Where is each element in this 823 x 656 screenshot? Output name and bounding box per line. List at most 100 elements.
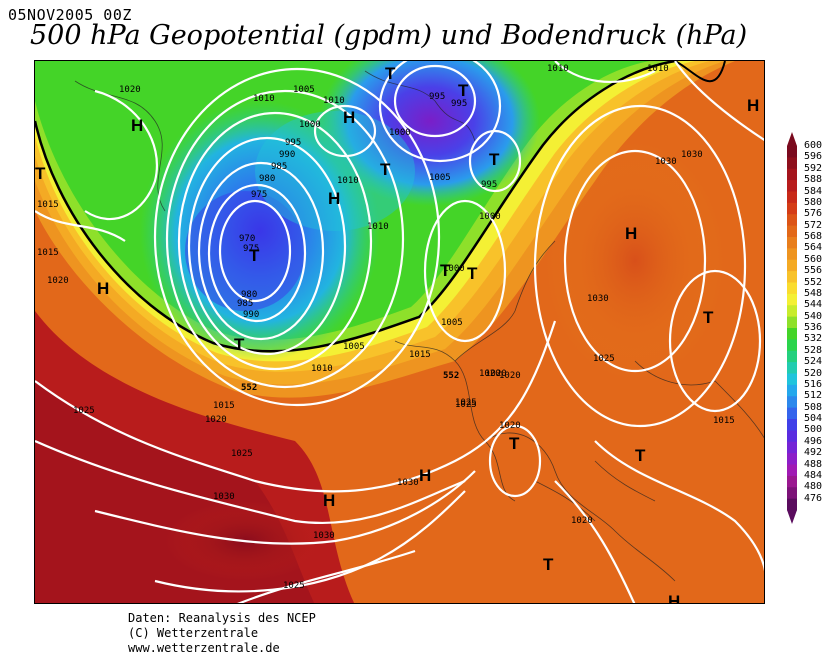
- legend-tick-label: 592: [804, 162, 823, 174]
- isobar-label: 990: [279, 150, 295, 160]
- isobar-label: 1030: [313, 531, 335, 541]
- legend-tick-label: 536: [804, 322, 823, 333]
- low-marker: T: [35, 164, 46, 183]
- legend-swatch: [787, 396, 797, 409]
- isobar-label: 1010: [647, 64, 669, 74]
- low-marker: T: [489, 150, 500, 169]
- isobar-label: 1005: [343, 342, 365, 352]
- legend-swatch: [787, 191, 797, 204]
- legend-tick-label: 556: [804, 265, 823, 277]
- legend-tick-label: 488: [804, 458, 823, 470]
- weather-map: 1020 1010 1010 1005 1010 995 995 1000 10…: [34, 60, 765, 604]
- isobar-label: 1015: [213, 401, 235, 411]
- low-marker: T: [234, 335, 245, 354]
- isobar-label: 985: [271, 162, 287, 172]
- legend-tick-label: 520: [804, 367, 823, 379]
- isobar-label: 980: [241, 290, 257, 300]
- legend-swatch: [787, 146, 797, 158]
- legend-tick-label: 516: [804, 378, 823, 390]
- legend-bottom-arrow: [787, 510, 797, 524]
- high-marker: H: [343, 108, 355, 127]
- legend-tick-label: 560: [804, 253, 823, 265]
- legend-tick-label: 588: [804, 174, 823, 186]
- low-marker: T: [249, 246, 260, 265]
- legend-swatch: [787, 237, 797, 249]
- legend-tick-label: 476: [804, 492, 823, 504]
- legend-swatch: [787, 487, 797, 500]
- legend-tick-label: 580: [804, 196, 823, 208]
- map-canvas: 1020 1010 1010 1005 1010 995 995 1000 10…: [35, 61, 764, 603]
- legend-tick-label: 500: [804, 424, 823, 436]
- isohypse-label: 552: [443, 371, 459, 381]
- low-marker: T: [543, 555, 554, 574]
- isobar-label: 990: [243, 310, 259, 320]
- legend-tick-label: 572: [804, 219, 823, 231]
- legend-swatch: [787, 384, 797, 397]
- legend-swatch: [787, 293, 797, 306]
- legend-swatch: [787, 316, 797, 329]
- isobar-label: 1005: [441, 318, 463, 328]
- isobar-label: 995: [285, 138, 301, 148]
- legend-swatch: [787, 282, 797, 295]
- legend-tick-label: 496: [804, 435, 823, 447]
- legend-tick-label: 548: [804, 287, 823, 299]
- isobar-label: 1030: [655, 157, 677, 167]
- high-marker: H: [328, 189, 340, 208]
- isobar-label: 1015: [713, 416, 735, 426]
- isobar-label: 985: [237, 299, 253, 309]
- legend-tick-label: 564: [804, 242, 823, 254]
- legend-swatch: [787, 373, 797, 386]
- isobar-label: 1025: [73, 406, 95, 416]
- low-marker: T: [458, 81, 469, 100]
- isobar-label: 1020: [571, 516, 593, 526]
- legend-swatch: [787, 339, 797, 352]
- high-marker: H: [323, 491, 335, 510]
- low-marker: T: [380, 160, 391, 179]
- isobar-label: 1000: [299, 120, 321, 130]
- legend-swatch: [787, 225, 797, 238]
- legend-swatch: [787, 168, 797, 181]
- isobar-label: 1010: [253, 94, 275, 104]
- legend-swatch: [787, 271, 797, 283]
- isobar-label: 1015: [409, 350, 431, 360]
- isobar-label: 1020: [499, 421, 521, 431]
- isobar-label: 1005: [293, 85, 315, 95]
- legend-tick-label: 528: [804, 344, 823, 356]
- high-marker: H: [131, 116, 143, 135]
- low-marker: T: [440, 261, 451, 280]
- high-marker: H: [747, 96, 759, 115]
- legend-swatch: [787, 464, 797, 477]
- isobar-label: 1020: [47, 276, 69, 286]
- legend-swatch: [787, 305, 797, 318]
- isobar-label: 1020: [479, 369, 501, 379]
- legend-tick-label: 480: [804, 481, 823, 493]
- legend-swatch: [787, 180, 797, 192]
- isobar-label: 1030: [587, 294, 609, 304]
- legend-swatch: [787, 419, 797, 431]
- legend-swatch: [787, 407, 797, 420]
- isobar-label: 1005: [429, 173, 451, 183]
- isobar-label: 1025: [231, 449, 253, 459]
- isobar-label: 1010: [547, 64, 569, 74]
- legend-tick-label: 492: [804, 447, 823, 459]
- legend-swatch: [787, 214, 797, 227]
- isobar-label: 995: [451, 99, 467, 109]
- legend-tick-label: 584: [804, 185, 823, 197]
- isobar-label: 1025: [283, 581, 305, 591]
- isobar-label: 1030: [681, 150, 703, 160]
- isobar-label: 1020: [499, 371, 521, 381]
- credits: Daten: Reanalysis des NCEP (C) Wetterzen…: [128, 611, 316, 656]
- legend-swatch: [787, 157, 797, 170]
- legend-tick-label: 532: [804, 333, 823, 345]
- isobar-label: 995: [429, 92, 445, 102]
- isobar-label: 995: [481, 180, 497, 190]
- isobars: [35, 61, 764, 603]
- legend-tick-label: 512: [804, 390, 823, 402]
- legend-swatch: [787, 475, 797, 488]
- legend-swatch: [787, 202, 797, 215]
- low-marker: T: [703, 308, 714, 327]
- credits-website: www.wetterzentrale.de: [128, 641, 280, 655]
- legend-swatch: [787, 498, 797, 511]
- isobar-label: 1015: [37, 248, 59, 258]
- isobar-label: 1000: [479, 212, 501, 222]
